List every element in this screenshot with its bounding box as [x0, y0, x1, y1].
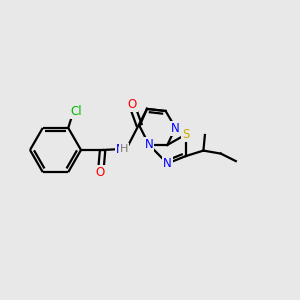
Text: O: O: [128, 98, 137, 111]
Text: N: N: [163, 157, 172, 170]
Text: O: O: [96, 166, 105, 179]
Text: N: N: [145, 138, 154, 152]
Text: N: N: [116, 142, 124, 156]
Text: Cl: Cl: [70, 105, 82, 118]
Text: S: S: [182, 128, 190, 141]
Text: H: H: [120, 143, 128, 154]
Text: H: H: [120, 143, 128, 154]
Text: N: N: [116, 142, 124, 156]
Text: N: N: [171, 122, 180, 135]
